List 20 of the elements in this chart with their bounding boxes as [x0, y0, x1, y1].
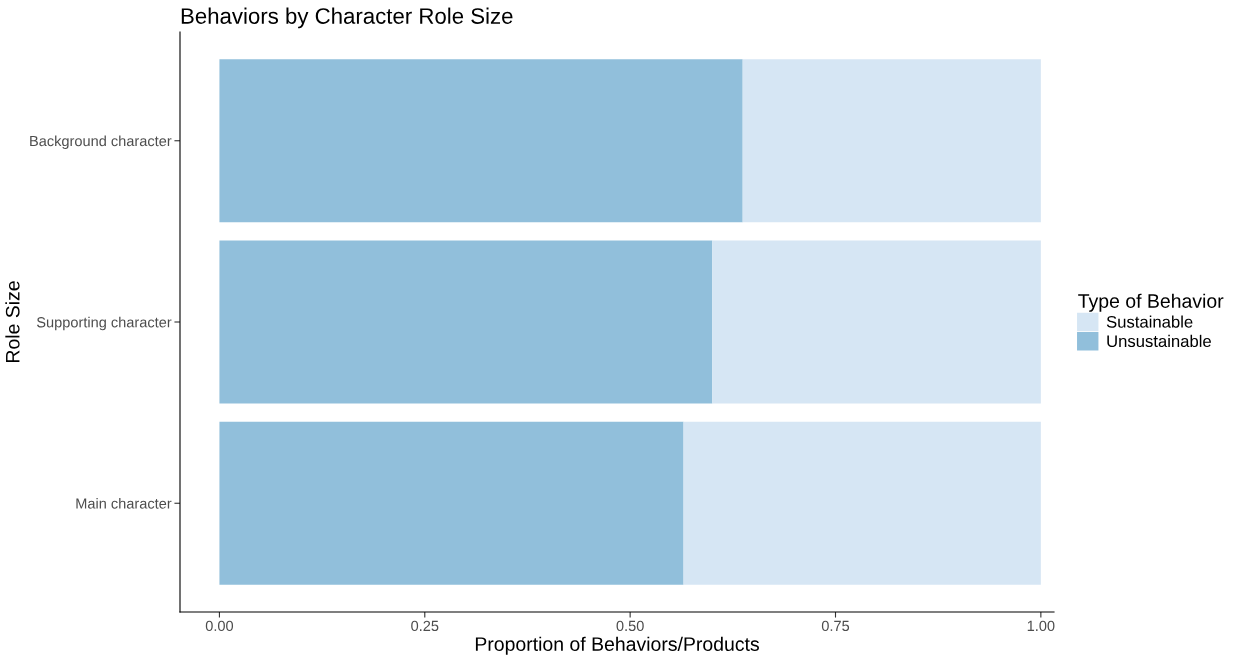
- bar: [219, 59, 743, 223]
- bar: [219, 421, 684, 585]
- x-tick-label: 0.75: [821, 620, 850, 632]
- bar: [712, 240, 1041, 404]
- y-tick-label: Supporting character: [36, 316, 172, 331]
- x-axis-title: Proportion of Behaviors/Products: [475, 636, 759, 655]
- legend-title: Type of Behavior: [1078, 293, 1224, 312]
- y-tick-label: Main character: [76, 497, 172, 509]
- legend-label: Unsustainable: [1107, 334, 1211, 348]
- bar: [219, 240, 713, 404]
- x-tick-label: 1.00: [1027, 620, 1055, 632]
- legend-label: Sustainable: [1106, 315, 1193, 328]
- y-tick-label: Background character: [30, 135, 172, 150]
- bar: [742, 59, 1041, 223]
- y-axis-title: Role Size: [5, 281, 20, 363]
- x-tick-label: 0.25: [411, 620, 439, 632]
- x-tick-label: 0.50: [616, 620, 644, 632]
- bar: [683, 421, 1041, 585]
- chart-title: Behaviors by Character Role Size: [181, 7, 513, 29]
- x-tick-label: 0.00: [205, 620, 234, 632]
